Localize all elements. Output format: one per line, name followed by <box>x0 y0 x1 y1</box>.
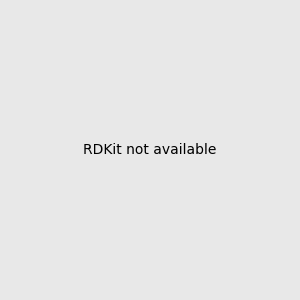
Text: RDKit not available: RDKit not available <box>83 143 217 157</box>
